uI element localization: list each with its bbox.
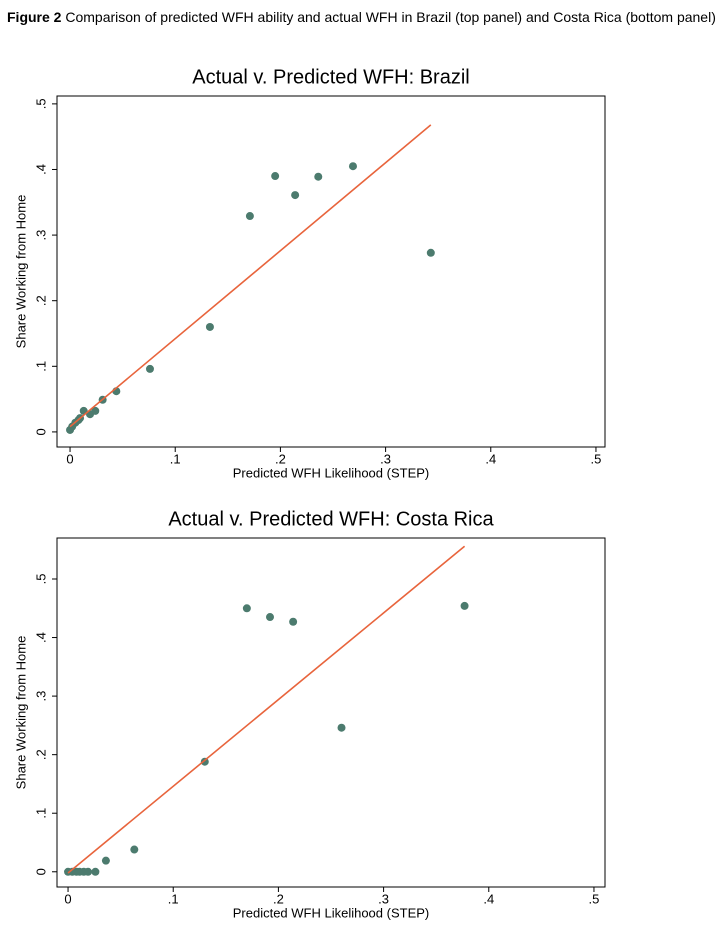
- point: [337, 723, 346, 732]
- y-axis-label: Share Working from Home: [13, 195, 28, 349]
- point: [460, 601, 469, 610]
- x-tick-label: .5: [589, 891, 600, 906]
- x-tick-label: 0: [66, 451, 73, 466]
- plot-area: [56, 537, 606, 888]
- point: [145, 364, 154, 373]
- x-tick-label: .1: [168, 891, 179, 906]
- x-axis-label: Predicted WFH Likelihood (STEP): [233, 465, 430, 480]
- caption: Figure 2 Comparison of predicted WFH abi…: [7, 8, 719, 26]
- x-tick-label: .3: [378, 891, 389, 906]
- y-tick-label: .5: [33, 574, 48, 585]
- y-axis-label: Share Working from Home: [13, 636, 28, 790]
- x-tick-label: .3: [380, 451, 391, 466]
- point: [348, 162, 357, 171]
- y-tick-label: 0: [33, 868, 48, 875]
- fit-line: [69, 124, 432, 428]
- caption-label: Figure 2: [7, 9, 62, 25]
- chart-title: Actual v. Predicted WFH: Costa Rica: [168, 508, 494, 530]
- y-tick-label: .2: [33, 749, 48, 760]
- point: [242, 604, 251, 613]
- y-tick-label: .3: [33, 230, 48, 241]
- y-tick-label: .4: [33, 632, 48, 643]
- y-tick-label: .5: [33, 98, 48, 109]
- point: [200, 757, 209, 766]
- point: [265, 613, 274, 622]
- y-tick-label: .2: [33, 295, 48, 306]
- plot-area: [56, 95, 606, 448]
- x-tick-label: 0: [64, 891, 71, 906]
- point: [291, 191, 300, 200]
- y-tick-label: 0: [33, 428, 48, 435]
- point: [426, 248, 435, 257]
- point: [289, 617, 298, 626]
- y-tick-label: .4: [33, 164, 48, 175]
- point: [271, 172, 280, 181]
- point: [205, 322, 214, 331]
- x-axis-label: Predicted WFH Likelihood (STEP): [233, 905, 430, 920]
- point: [91, 406, 100, 415]
- y-tick-label: .1: [33, 361, 48, 372]
- point: [101, 856, 110, 865]
- y-tick-label: .1: [33, 808, 48, 819]
- x-tick-label: .5: [591, 451, 602, 466]
- x-tick-label: .4: [485, 451, 496, 466]
- x-tick-label: .1: [170, 451, 181, 466]
- point: [130, 845, 139, 854]
- caption-text: Comparison of predicted WFH ability and …: [65, 9, 716, 25]
- point: [314, 172, 323, 181]
- point: [84, 867, 93, 876]
- x-tick-label: .2: [273, 891, 284, 906]
- point: [245, 212, 254, 221]
- y-tick-label: .3: [33, 691, 48, 702]
- chart-title: Actual v. Predicted WFH: Brazil: [192, 66, 469, 88]
- point: [91, 867, 100, 876]
- x-tick-label: .2: [275, 451, 286, 466]
- x-tick-label: .4: [483, 891, 494, 906]
- fit-line: [67, 545, 466, 874]
